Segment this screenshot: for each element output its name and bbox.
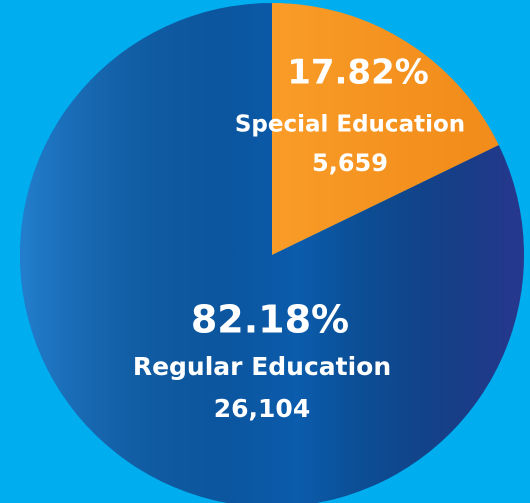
category-label: Regular Education [133,352,391,381]
count-label: 5,659 [312,149,388,177]
count-label: 26,104 [214,394,310,423]
percent-label: 17.82% [287,53,429,93]
slice-shade [272,3,499,255]
labels: 17.82% Special Education 5,659 82.18% Regula… [133,53,465,424]
category-label: Special Education [235,112,465,138]
slice-shade [20,3,524,503]
slices [20,3,524,503]
percent-label: 82.18% [191,298,349,342]
